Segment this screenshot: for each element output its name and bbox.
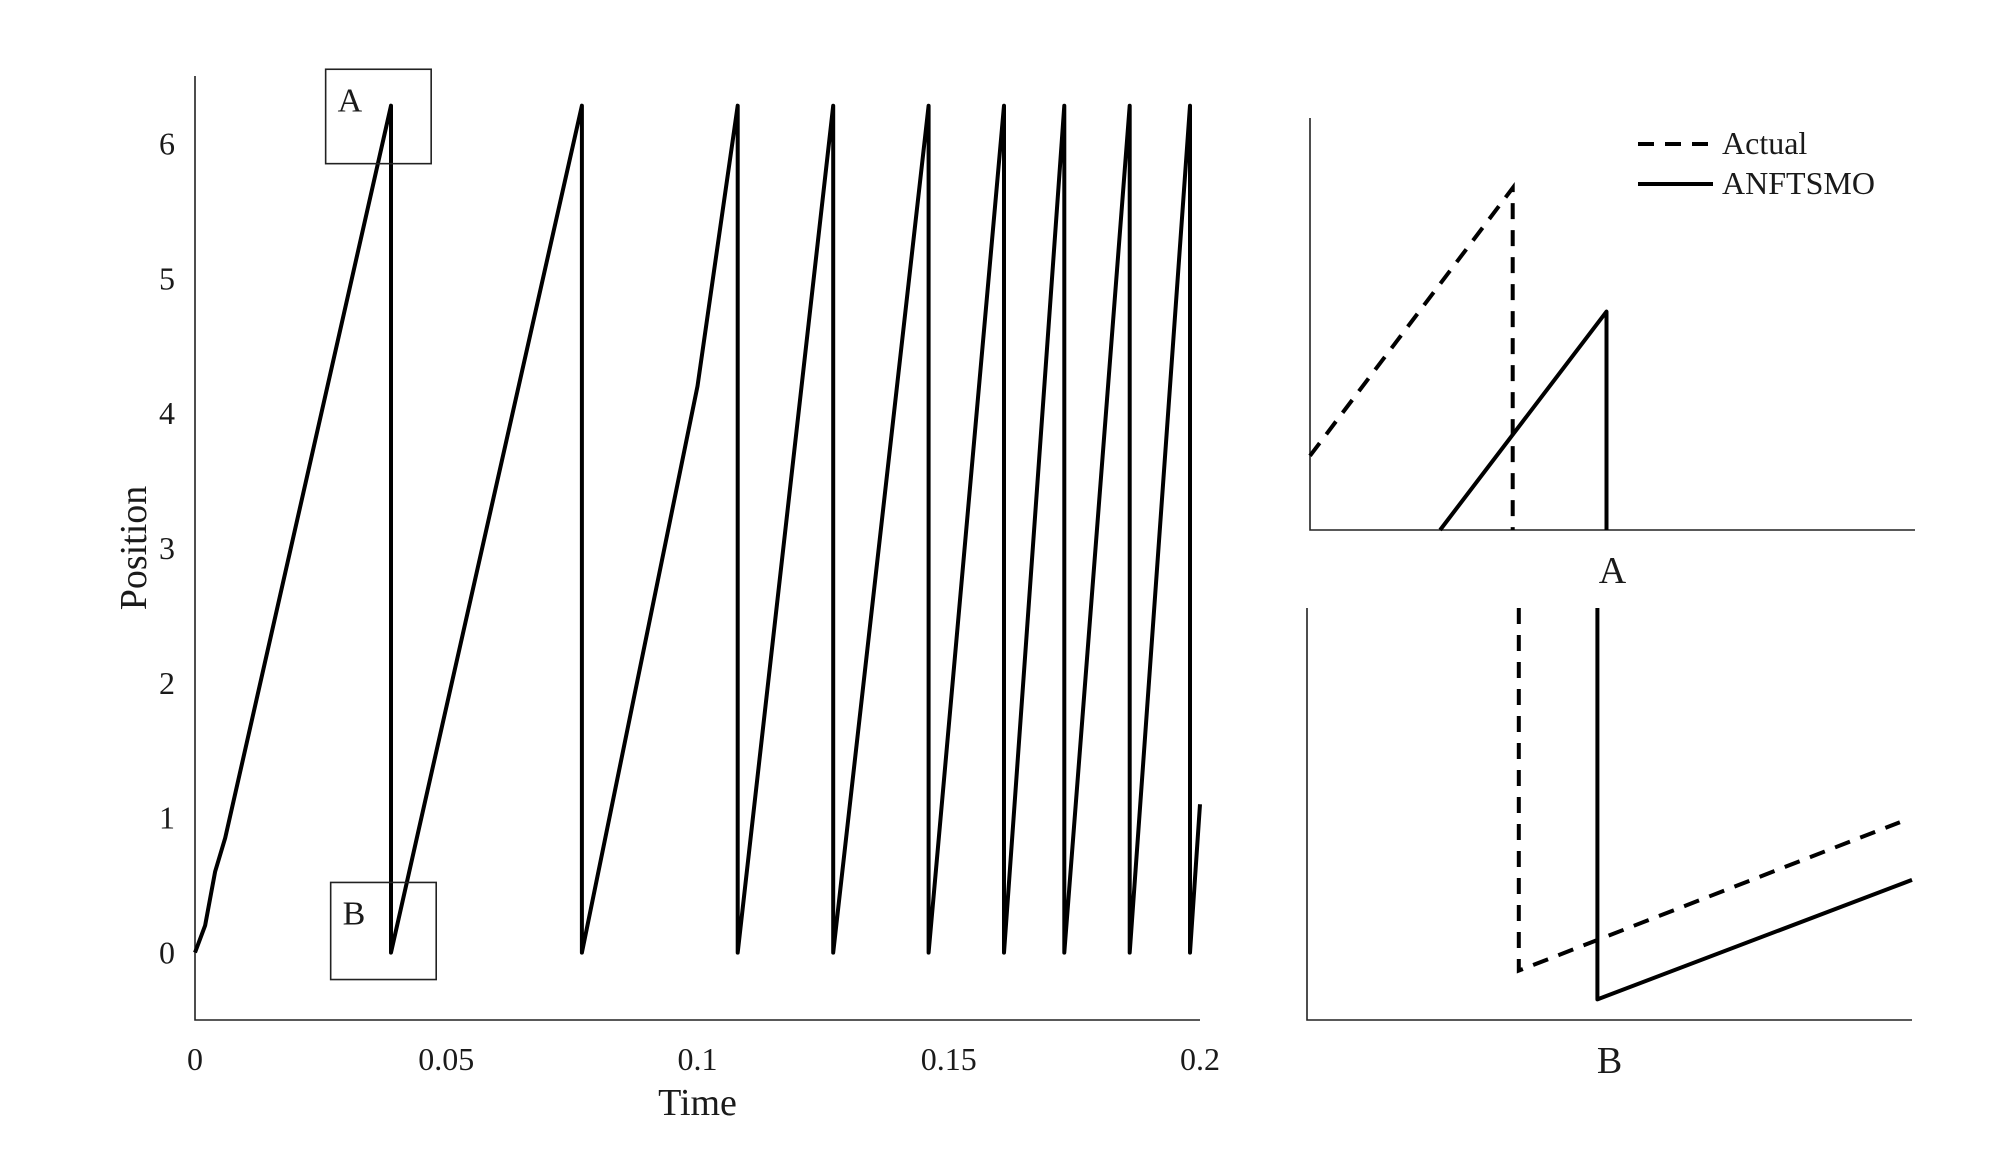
zoom-axes xyxy=(1309,118,1915,531)
y-tick-label: 5 xyxy=(159,260,175,296)
zoom-axes xyxy=(1306,608,1912,1021)
legend: Actual ANFTSMO xyxy=(1638,125,1875,201)
zoom-box-a xyxy=(324,68,432,165)
y-tick-label: 2 xyxy=(159,665,175,701)
zoom-box-b xyxy=(329,881,437,981)
zoom-panel-b: B xyxy=(1306,608,1913,1082)
zoom-box-label: B xyxy=(343,895,366,932)
legend-label-actual: Actual xyxy=(1722,125,1807,161)
zoom-panel-title: B xyxy=(1597,1040,1622,1082)
main-axes xyxy=(194,76,1200,1021)
x-tick-label: 0.2 xyxy=(1180,1041,1220,1077)
x-tick-label: 0.05 xyxy=(418,1041,474,1077)
x-tick-label: 0 xyxy=(187,1041,203,1077)
zoom-panel-a: A xyxy=(1308,118,1915,592)
y-tick-label: 3 xyxy=(159,530,175,566)
series-line-actual xyxy=(1308,182,1515,530)
position-series-line xyxy=(193,103,1202,955)
zoom-box-label: A xyxy=(338,82,363,119)
zoom-panel-title: A xyxy=(1599,550,1627,592)
main-plot: 0 0.05 0.1 0.15 0.2 0 1 2 3 4 5 6 Time Position A B xyxy=(113,68,1220,1124)
y-tick-label: 6 xyxy=(159,125,175,161)
x-axis-label: Time xyxy=(658,1082,737,1124)
y-tick-label: 4 xyxy=(159,395,175,431)
series-line-anftsmo xyxy=(1595,608,1913,1002)
y-axis-label: Position xyxy=(113,486,155,611)
series-line-anftsmo xyxy=(1438,309,1609,532)
x-tick-label: 0.15 xyxy=(921,1041,977,1077)
y-tick-label: 1 xyxy=(159,800,175,836)
x-tick-label: 0.1 xyxy=(678,1041,718,1077)
series-line-actual xyxy=(1516,608,1901,974)
legend-label-anftsmo: ANFTSMO xyxy=(1722,165,1875,201)
y-tick-label: 0 xyxy=(159,935,175,971)
